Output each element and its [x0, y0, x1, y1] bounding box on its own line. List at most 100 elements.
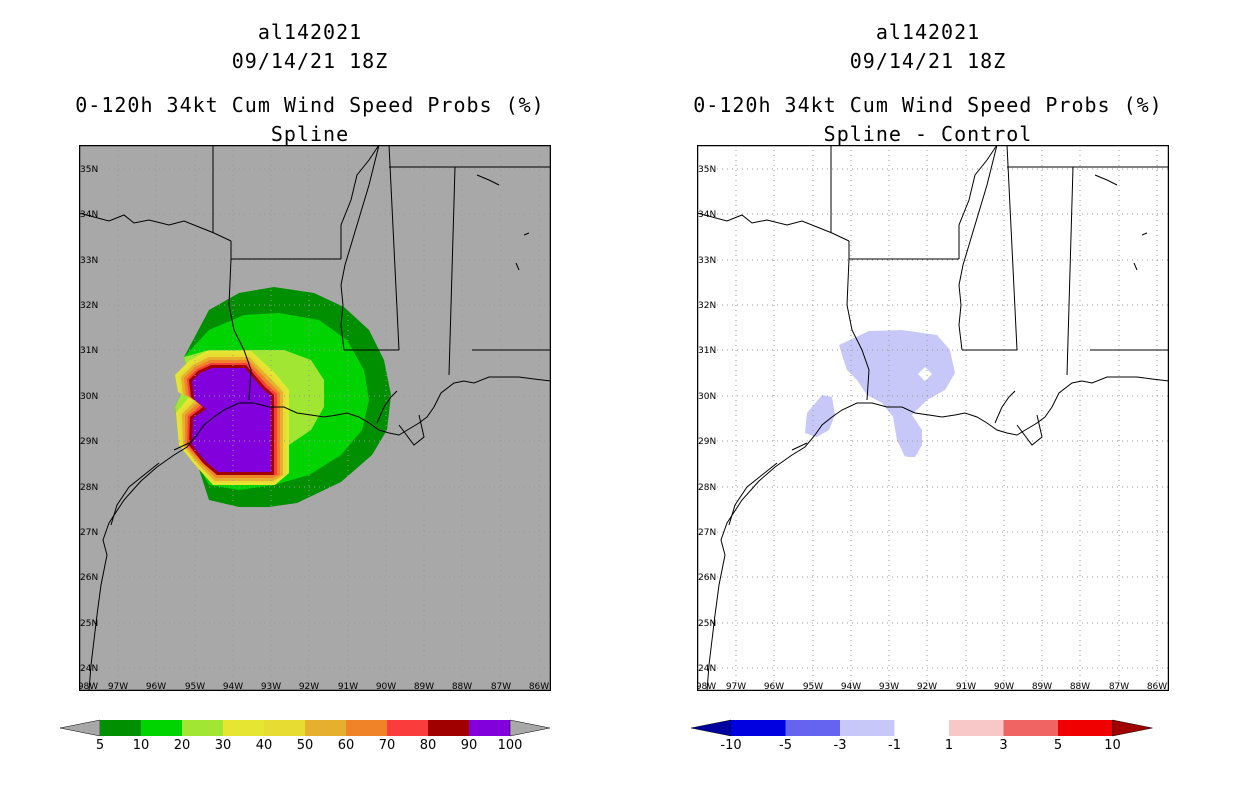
lat-tick-label: 26N — [698, 573, 716, 583]
lat-tick-label: 26N — [80, 573, 98, 583]
lat-tick-label: 24N — [698, 664, 716, 674]
colorbar-label: 50 — [297, 738, 314, 753]
colorbar-segment — [840, 720, 895, 736]
diff-region-south — [897, 407, 922, 457]
colorbar-segment — [428, 720, 469, 736]
lat-tick-label: 25N — [80, 619, 98, 629]
lon-tick-label: 92W — [917, 682, 937, 691]
left-map-panel: 98W 97W 96W 95W 94W 93W 92W 91W 90W 89W 88W 87W 86W 3… — [79, 145, 551, 691]
colorbar-segment — [949, 720, 1004, 736]
colorbar-arrow-left — [690, 719, 732, 737]
lon-tick-label: 97W — [726, 682, 746, 691]
colorbar-label: 40 — [256, 738, 273, 753]
colorbar-segment — [1058, 720, 1113, 736]
left-product-subtitle: Spline — [270, 122, 350, 146]
lon-tick-label: 91W — [956, 682, 976, 691]
colorbar-segment — [1003, 720, 1058, 736]
lat-tick-label: 34N — [80, 210, 98, 220]
right-product-title: 0-120h 34kt Cum Wind Speed Probs (%) — [693, 93, 1163, 117]
colorbar-label: 10 — [133, 738, 150, 753]
lon-tick-label: 90W — [994, 682, 1014, 691]
lat-tick-label: 27N — [698, 528, 716, 538]
lon-tick-label: 87W — [491, 682, 511, 691]
colorbar-segment — [785, 720, 840, 736]
colorbar-label: 30 — [215, 738, 232, 753]
lon-tick-label: 88W — [1070, 682, 1090, 691]
lon-tick-label: 89W — [414, 682, 434, 691]
left-colorbar: 5 10 20 30 40 50 60 70 80 90 100 — [59, 719, 551, 753]
colorbar-segment — [223, 720, 264, 736]
colorbar-label: -10 — [720, 738, 741, 753]
lon-tick-label: 95W — [803, 682, 823, 691]
colorbar-label: 90 — [461, 738, 478, 753]
diff-region-north — [839, 330, 955, 457]
contour-90pct — [192, 368, 271, 472]
colorbar-segment — [731, 720, 786, 736]
lon-tick-label: 94W — [841, 682, 861, 691]
map-frame — [697, 145, 1169, 691]
colorbar-segment — [894, 720, 949, 736]
right-date-time: 09/14/21 18Z — [849, 49, 1007, 73]
lon-tick-label: 93W — [261, 682, 281, 691]
lat-tick-label: 32N — [698, 301, 716, 311]
lat-tick-label: 24N — [80, 664, 98, 674]
lat-tick-label: 29N — [698, 437, 716, 447]
lat-tick-label: 32N — [80, 301, 98, 311]
colorbar-label: 100 — [498, 738, 523, 753]
colorbar-label: -3 — [834, 738, 847, 753]
lon-tick-label: 92W — [299, 682, 319, 691]
left-product-title: 0-120h 34kt Cum Wind Speed Probs (%) — [75, 93, 545, 117]
lon-tick-label: 98W — [79, 682, 98, 691]
colorbar-label: 60 — [338, 738, 355, 753]
difference-contours — [805, 330, 955, 457]
right-map-panel: 98W 97W 96W 95W 94W 93W 92W 91W 90W 89W 88W 87W 86W 3… — [697, 145, 1169, 691]
colorbar-label: 1 — [945, 738, 953, 753]
colorbar-segment — [182, 720, 223, 736]
colorbar-label: 10 — [1104, 738, 1121, 753]
map-frame — [79, 145, 551, 691]
colorbar-segment — [100, 720, 141, 736]
colorbar-label: 20 — [174, 738, 191, 753]
left-date-time: 09/14/21 18Z — [231, 49, 389, 73]
colorbar-segment — [305, 720, 346, 736]
lon-tick-label: 91W — [338, 682, 358, 691]
lat-tick-label: 31N — [698, 346, 716, 356]
lat-tick-label: 35N — [80, 165, 98, 175]
lon-tick-label: 97W — [108, 682, 128, 691]
lat-tick-label: 35N — [698, 165, 716, 175]
lat-tick-label: 30N — [698, 392, 716, 402]
lat-tick-label: 33N — [80, 256, 98, 266]
colorbar-arrow-right — [1112, 719, 1153, 737]
right-panel-title: al142021 09/14/21 18Z 0-120h 34kt Cum Wi… — [688, 18, 1168, 149]
diff-region-west — [805, 395, 835, 437]
colorbar-label: 3 — [999, 738, 1007, 753]
colorbar-arrow-left — [59, 719, 101, 737]
colorbar-arrow-right — [509, 719, 551, 737]
left-map-canvas: 98W 97W 96W 95W 94W 93W 92W 91W 90W 89W 88W 87W 86W 3… — [79, 145, 551, 691]
colorbar-label: -1 — [888, 738, 901, 753]
colorbar-label: 80 — [420, 738, 437, 753]
lon-tick-label: 86W — [529, 682, 549, 691]
lon-tick-label: 89W — [1032, 682, 1052, 691]
colorbar-label: 70 — [379, 738, 396, 753]
lat-tick-label: 25N — [698, 619, 716, 629]
lat-tick-label: 28N — [80, 483, 98, 493]
colorbar-segment — [387, 720, 428, 736]
lat-tick-label: 28N — [698, 483, 716, 493]
colorbar-label: 5 — [96, 738, 104, 753]
right-colorbar: -10 -5 -3 -1 1 3 5 10 — [690, 719, 1153, 753]
right-map-canvas: 98W 97W 96W 95W 94W 93W 92W 91W 90W 89W 88W 87W 86W 3… — [697, 145, 1169, 691]
colorbar-segment — [469, 720, 510, 736]
lon-tick-label: 98W — [697, 682, 716, 691]
lon-tick-label: 96W — [146, 682, 166, 691]
colorbar-segment — [141, 720, 182, 736]
lat-tick-label: 30N — [80, 392, 98, 402]
right-product-subtitle: Spline - Control — [823, 122, 1033, 146]
lat-tick-label: 34N — [698, 210, 716, 220]
lon-tick-label: 94W — [223, 682, 243, 691]
colorbar-label: -5 — [779, 738, 792, 753]
lat-tick-label: 27N — [80, 528, 98, 538]
colorbar-segment — [264, 720, 305, 736]
colorbar-label: 5 — [1054, 738, 1062, 753]
lat-tick-label: 31N — [80, 346, 98, 356]
